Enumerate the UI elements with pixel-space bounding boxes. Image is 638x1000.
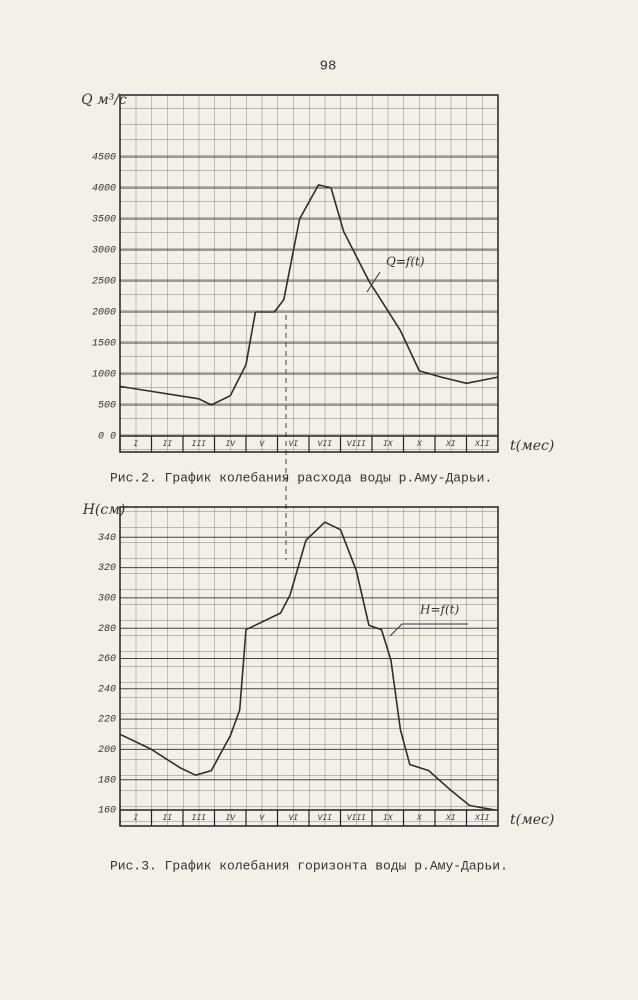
- month-label: IX: [383, 440, 394, 449]
- y-tick-label: 160: [98, 806, 116, 817]
- y-tick-label: 0 0: [98, 432, 116, 443]
- month-label: XII: [474, 814, 490, 823]
- annotation-leader: [366, 271, 381, 293]
- y-tick-label: 180: [98, 775, 116, 786]
- page-number: 98: [320, 59, 337, 75]
- annotation: Q=f(t): [386, 255, 425, 269]
- y-tick-label: 340: [98, 533, 116, 544]
- plot-frame: [119, 506, 499, 827]
- month-label: VI: [288, 814, 298, 823]
- x-axis-label: t(мес): [510, 438, 554, 454]
- y-tick-label: 260: [98, 654, 116, 665]
- month-label: VIII: [347, 440, 366, 449]
- y-tick-label: 500: [98, 401, 116, 412]
- annotation-leader: [389, 623, 468, 637]
- plot-frame: [119, 94, 499, 453]
- month-label: I: [133, 440, 138, 449]
- curve: [119, 521, 496, 811]
- annotation: H=f(t): [419, 603, 459, 617]
- y-tick-label: 2000: [92, 308, 116, 319]
- y-axis-label: H(см): [82, 502, 126, 518]
- month-label: XI: [445, 814, 456, 823]
- month-label: XI: [445, 440, 456, 449]
- month-label: V: [259, 440, 265, 449]
- graph-paper: [120, 507, 498, 826]
- month-label: II: [162, 814, 172, 823]
- month-label: II: [162, 440, 172, 449]
- month-label: VII: [318, 440, 333, 449]
- month-label: IV: [225, 814, 236, 823]
- caption: Рис.2. График колебания расхода воды р.А…: [110, 470, 492, 485]
- y-tick-label: 1000: [92, 370, 116, 381]
- y-tick-label: 320: [98, 563, 116, 574]
- y-tick-label: 4500: [92, 153, 116, 164]
- y-tick-label: 3500: [92, 215, 116, 226]
- month-label: V: [259, 814, 265, 823]
- y-tick-label: 1500: [92, 339, 116, 350]
- y-tick-label: 220: [98, 715, 116, 726]
- month-label: III: [192, 440, 207, 449]
- y-tick-label: 200: [98, 745, 116, 756]
- y-tick-label: 2500: [92, 277, 116, 288]
- month-label: VII: [318, 814, 333, 823]
- caption: Рис.3. График колебания горизонта воды р…: [110, 858, 508, 873]
- y-tick-label: 3000: [92, 246, 116, 257]
- month-label: I: [133, 814, 138, 823]
- y-tick-label: 240: [98, 684, 116, 695]
- month-label: X: [416, 814, 423, 823]
- month-label: VI: [288, 440, 298, 449]
- month-label: VIII: [347, 814, 366, 823]
- y-axis-label: Q м³/с: [81, 92, 127, 108]
- y-tick-label: 280: [98, 624, 116, 635]
- month-label: IX: [383, 814, 394, 823]
- x-axis-label: t(мес): [510, 812, 554, 828]
- curve: [119, 184, 499, 406]
- month-label: III: [192, 814, 207, 823]
- month-label: X: [416, 440, 423, 449]
- month-label: XII: [474, 440, 490, 449]
- y-tick-label: 300: [98, 594, 116, 605]
- graph-paper: [120, 95, 498, 452]
- month-label: IV: [225, 440, 236, 449]
- y-tick-label: 4000: [92, 184, 116, 195]
